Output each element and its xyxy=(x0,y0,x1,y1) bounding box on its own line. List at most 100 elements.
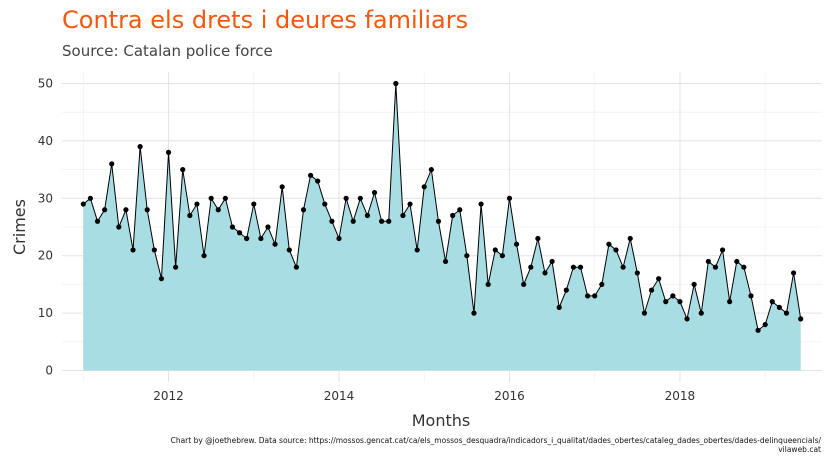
data-point xyxy=(798,316,804,322)
x-tick-label: 2012 xyxy=(153,389,184,403)
data-point xyxy=(357,195,363,201)
data-point xyxy=(734,258,740,265)
data-point xyxy=(102,207,108,213)
caption-source: Chart by @joethebrew. Data source: https… xyxy=(170,436,821,445)
y-axis-title: Crimes xyxy=(10,199,29,255)
data-point xyxy=(222,195,228,201)
data-point xyxy=(585,293,591,299)
data-point xyxy=(144,207,150,213)
y-tick-label: 30 xyxy=(38,191,53,205)
chart-title: Contra els drets i deures familiars xyxy=(62,6,469,34)
data-point xyxy=(705,258,711,265)
data-point xyxy=(755,327,761,333)
data-point xyxy=(364,212,371,219)
data-point xyxy=(698,310,704,316)
data-point xyxy=(769,299,775,305)
data-point xyxy=(606,241,612,247)
data-point xyxy=(386,218,392,224)
data-point xyxy=(464,253,470,259)
data-point xyxy=(563,287,569,293)
data-point xyxy=(293,264,299,270)
data-point xyxy=(613,247,619,253)
x-tick-labels: 2012 2014 2016 2018 xyxy=(153,389,695,403)
chart-subtitle: Source: Catalan police force xyxy=(62,42,273,60)
data-point xyxy=(528,264,534,270)
data-point xyxy=(783,310,790,316)
data-point xyxy=(513,241,520,247)
data-point xyxy=(208,195,214,201)
x-tick-label: 2016 xyxy=(494,389,525,403)
y-tick-label: 10 xyxy=(38,306,53,320)
data-point xyxy=(790,270,797,276)
chart-caption: Chart by @joethebrew. Data source: https… xyxy=(61,436,821,454)
data-point xyxy=(457,207,463,213)
data-point xyxy=(421,184,427,190)
data-point xyxy=(151,247,157,253)
data-point xyxy=(549,258,555,265)
data-point xyxy=(80,201,86,207)
data-point xyxy=(258,235,264,242)
data-point xyxy=(329,218,335,224)
data-point xyxy=(599,281,605,288)
data-point xyxy=(315,178,321,184)
data-point xyxy=(492,247,498,253)
y-tick-label: 0 xyxy=(45,364,53,378)
data-point xyxy=(570,264,577,270)
data-point xyxy=(762,321,768,328)
data-point xyxy=(130,247,136,253)
data-point xyxy=(691,281,697,288)
data-point xyxy=(748,293,754,299)
data-point xyxy=(684,316,690,322)
data-point xyxy=(109,161,115,167)
data-point xyxy=(236,230,243,236)
data-point xyxy=(123,207,129,213)
data-point xyxy=(336,235,342,242)
data-point xyxy=(556,304,562,310)
data-point xyxy=(592,293,598,299)
data-point xyxy=(521,281,527,288)
data-point xyxy=(194,201,200,207)
data-point xyxy=(776,304,782,310)
data-point xyxy=(414,247,420,253)
data-point xyxy=(201,253,207,259)
data-point xyxy=(719,247,726,253)
data-point xyxy=(116,224,122,230)
data-point xyxy=(322,201,328,207)
y-tick-label: 20 xyxy=(38,249,53,263)
data-point xyxy=(400,212,406,219)
data-point xyxy=(450,212,456,219)
data-point xyxy=(435,218,442,224)
data-point xyxy=(712,264,719,270)
data-point xyxy=(279,184,285,190)
data-point xyxy=(627,235,633,242)
data-point xyxy=(670,293,676,299)
y-tick-label: 40 xyxy=(38,134,53,148)
data-point xyxy=(180,166,186,173)
data-point xyxy=(506,195,513,201)
data-point xyxy=(187,212,193,219)
data-point xyxy=(393,80,399,87)
data-point xyxy=(663,299,669,305)
caption-site: vilaweb.cat xyxy=(778,445,821,454)
data-point xyxy=(265,224,271,230)
data-point xyxy=(620,264,626,270)
data-point xyxy=(535,235,541,242)
data-point xyxy=(251,201,257,207)
data-point xyxy=(158,276,165,282)
data-point xyxy=(272,241,278,247)
data-point xyxy=(428,166,434,173)
data-point xyxy=(94,218,101,224)
data-point xyxy=(499,253,505,259)
data-point xyxy=(215,207,221,213)
data-point xyxy=(343,195,349,201)
data-point xyxy=(371,189,378,196)
y-tick-labels: 0 10 20 30 40 50 xyxy=(38,76,53,377)
data-point xyxy=(407,201,413,207)
area-layer xyxy=(82,83,802,371)
data-point xyxy=(244,235,250,242)
data-point xyxy=(741,264,747,270)
area-fill xyxy=(83,83,801,371)
series-line xyxy=(82,83,802,332)
data-point xyxy=(677,299,683,305)
